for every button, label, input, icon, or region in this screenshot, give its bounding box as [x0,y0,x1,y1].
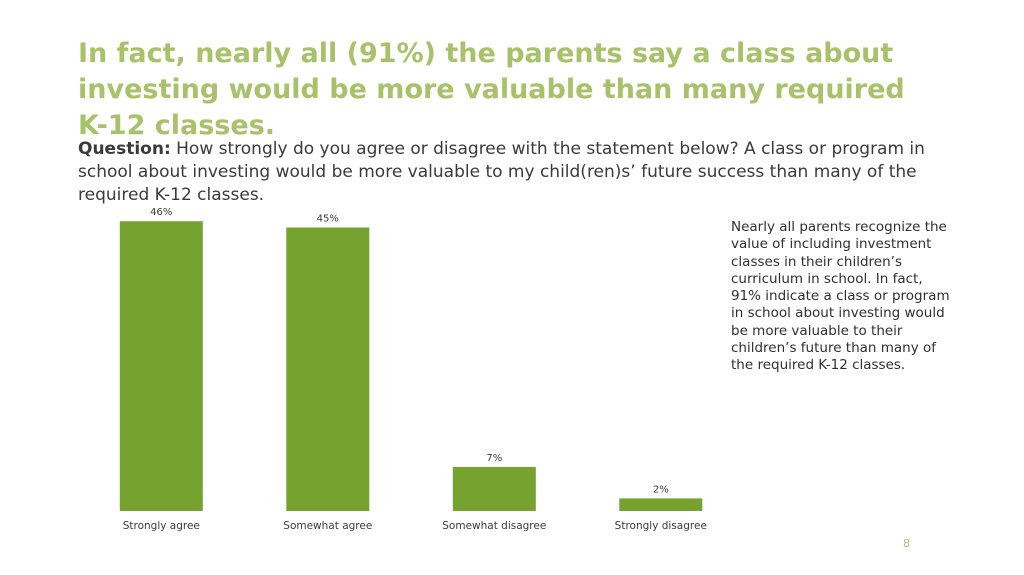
chart-svg: 46% Strongly agree 45% Somewhat agree 7% Some… [119,207,707,532]
x-tick-label: Strongly disagree [615,520,707,532]
x-tick-label: Somewhat disagree [442,520,546,532]
bar-somewhat-disagree [452,466,536,511]
data-label: 46% [150,207,172,218]
x-tick-label: Strongly agree [123,520,200,532]
survey-question: Question: How strongly do you agree or d… [78,138,958,207]
insight-callout: Nearly all parents recognize the value o… [731,219,950,374]
slide-headline: In fact, nearly all (91%) the parents sa… [78,38,905,141]
page-number: 8 [903,537,910,550]
data-label: 2% [653,484,669,495]
data-label: 7% [486,453,502,464]
bar-strongly-agree [119,221,203,511]
x-tick-label: Somewhat agree [283,520,372,532]
question-label: Question: [78,139,171,159]
bar-strongly-disagree [619,498,703,511]
bar-somewhat-agree [286,227,370,511]
question-text: How strongly do you agree or disagree wi… [78,139,925,205]
data-label: 45% [317,214,339,225]
response-bar-chart: 46% Strongly agree 45% Somewhat agree 7% Some… [78,200,728,545]
